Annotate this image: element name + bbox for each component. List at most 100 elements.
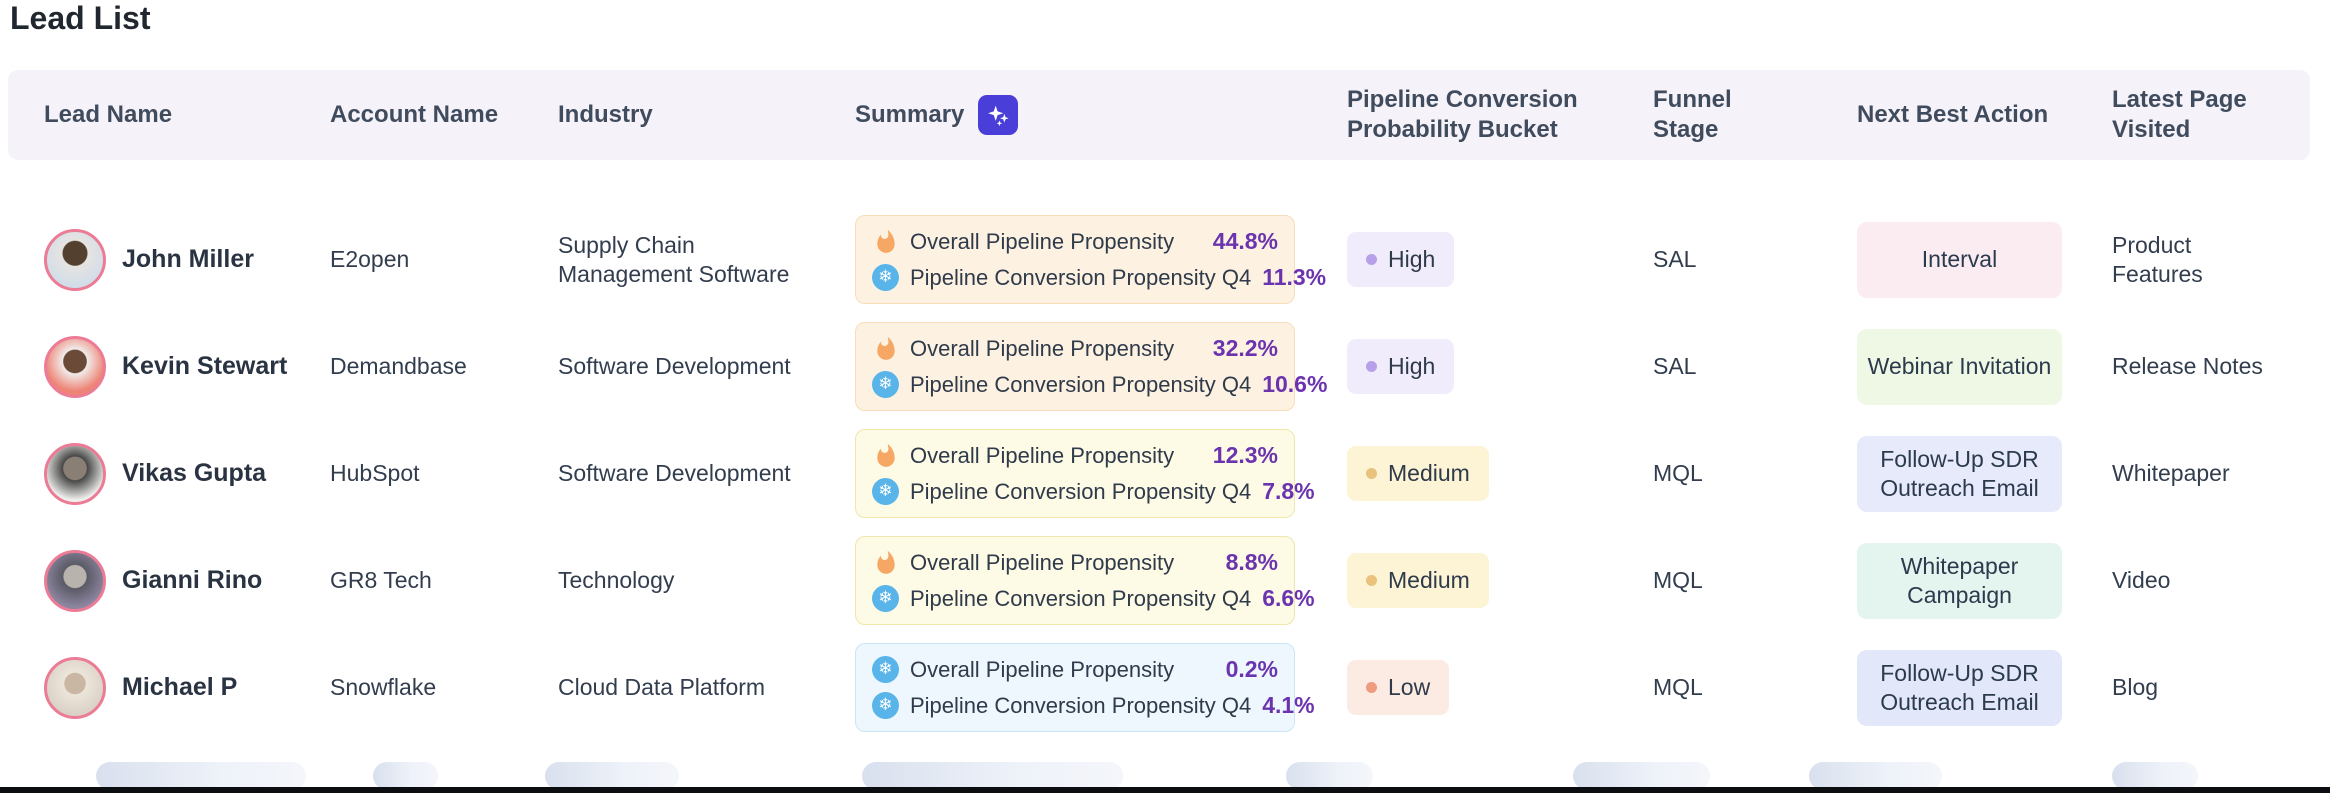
- loading-row: [0, 762, 2330, 792]
- bucket-label: High: [1388, 246, 1436, 273]
- skeleton-pill: [1809, 762, 1942, 790]
- summary-metric: Overall Pipeline Propensity 12.3%: [872, 441, 1278, 470]
- metric-label: Pipeline Conversion Propensity Q4: [910, 692, 1252, 718]
- funnel-stage: SAL: [1653, 353, 1697, 380]
- metric-label: Pipeline Conversion Propensity Q4: [910, 585, 1252, 611]
- metric-label: Pipeline Conversion Propensity Q4: [910, 264, 1252, 290]
- skeleton-pill: [545, 762, 679, 790]
- snowflake-icon: ❄: [872, 656, 899, 684]
- funnel-stage: MQL: [1653, 460, 1703, 487]
- summary-metric: Overall Pipeline Propensity 8.8%: [872, 548, 1278, 577]
- metric-value: 7.8%: [1262, 478, 1315, 504]
- table-row[interactable]: Kevin Stewart Demandbase Software Develo…: [8, 313, 2310, 420]
- column-header-account-name: Account Name: [330, 101, 499, 128]
- bucket-badge: Low: [1347, 660, 1450, 715]
- industry: Technology: [558, 567, 675, 594]
- account-name: GR8 Tech: [330, 567, 432, 594]
- funnel-stage: MQL: [1653, 567, 1703, 594]
- sparkles-icon[interactable]: [978, 95, 1019, 135]
- metric-value: 32.2%: [1212, 335, 1278, 362]
- action-cell: Webinar Invitation: [1857, 328, 2112, 405]
- skeleton-pill: [373, 762, 438, 790]
- bucket-dot-icon: [1366, 468, 1377, 479]
- lead-name-cell: Michael P: [44, 656, 330, 719]
- summary-header-label: Summary: [855, 101, 965, 128]
- bucket-dot-icon: [1366, 682, 1377, 693]
- bucket-dot-icon: [1366, 575, 1377, 586]
- flame-icon: [872, 335, 899, 362]
- industry: Software Development: [558, 460, 791, 487]
- table-row[interactable]: John Miller E2open Supply Chain Manageme…: [8, 206, 2310, 313]
- bucket-cell: High: [1347, 339, 1653, 394]
- bucket-cell: Low: [1347, 660, 1653, 715]
- summary-metric: ❄ Pipeline Conversion Propensity Q4 4.1%: [872, 691, 1315, 720]
- lead-name-cell: Kevin Stewart: [44, 335, 330, 398]
- summary-cell: Overall Pipeline Propensity 12.3% ❄ Pipelin…: [855, 429, 1347, 518]
- summary-metric: ❄ Pipeline Conversion Propensity Q4 7.8%: [872, 477, 1315, 506]
- table-row[interactable]: Vikas Gupta HubSpot Software Development…: [8, 420, 2310, 527]
- bucket-dot-icon: [1366, 254, 1377, 265]
- metric-value: 11.3%: [1262, 264, 1327, 290]
- summary-metric: ❄ Pipeline Conversion Propensity Q4 6.6%: [872, 584, 1315, 613]
- table-row[interactable]: Michael P Snowflake Cloud Data Platform …: [8, 634, 2310, 741]
- bucket-cell: High: [1347, 232, 1653, 287]
- column-header-lead-name: Lead Name: [44, 101, 173, 128]
- skeleton-pill: [1573, 762, 1710, 790]
- next-best-action-badge[interactable]: Follow-Up SDR Outreach Email: [1857, 435, 2062, 512]
- account-name: Snowflake: [330, 674, 437, 701]
- bucket-badge: High: [1347, 232, 1455, 287]
- column-header-summary: Summary: [855, 95, 1347, 135]
- metric-label: Overall Pipeline Propensity: [910, 549, 1175, 575]
- snowflake-icon: ❄: [872, 584, 899, 612]
- latest-page-visited: Product Features: [2112, 231, 2203, 287]
- snowflake-icon: ❄: [872, 370, 899, 398]
- metric-value: 8.8%: [1225, 549, 1278, 576]
- bucket-label: Medium: [1388, 460, 1470, 487]
- bucket-badge: Medium: [1347, 553, 1489, 608]
- page-title: Lead List: [10, 0, 151, 36]
- summary-cell: ❄ Overall Pipeline Propensity 0.2% ❄ Pipelin…: [855, 643, 1347, 732]
- summary-metric: Overall Pipeline Propensity 44.8%: [872, 227, 1278, 256]
- avatar: [44, 549, 106, 612]
- metric-value: 4.1%: [1262, 692, 1315, 718]
- skeleton-pill: [862, 762, 1123, 790]
- action-cell: Whitepaper Campaign: [1857, 542, 2112, 619]
- avatar: [44, 442, 106, 505]
- action-cell: Follow-Up SDR Outreach Email: [1857, 649, 2112, 726]
- flame-icon: [872, 549, 899, 576]
- next-best-action-badge[interactable]: Follow-Up SDR Outreach Email: [1857, 649, 2062, 726]
- flame-icon: [872, 228, 899, 255]
- account-name: Demandbase: [330, 353, 467, 380]
- next-best-action-badge[interactable]: Webinar Invitation: [1857, 328, 2062, 405]
- bucket-badge: Medium: [1347, 446, 1489, 501]
- next-best-action-badge[interactable]: Whitepaper Campaign: [1857, 542, 2062, 619]
- metric-label: Overall Pipeline Propensity: [910, 442, 1175, 468]
- summary-card: Overall Pipeline Propensity 32.2% ❄ Pipelin…: [855, 322, 1327, 411]
- table-row[interactable]: Gianni Rino GR8 Tech Technology Overall …: [8, 527, 2310, 634]
- lead-name-cell: John Miller: [44, 228, 330, 291]
- column-header-pipeline-bucket: Pipeline Conversion Probability Bucket: [1347, 86, 1578, 143]
- column-header-funnel-stage: Funnel Stage: [1653, 86, 1732, 143]
- bucket-badge: High: [1347, 339, 1455, 394]
- table-header-row: Lead Name Account Name Industry Summary …: [8, 70, 2310, 160]
- bucket-label: High: [1388, 353, 1436, 380]
- next-best-action-badge[interactable]: Interval: [1857, 221, 2062, 298]
- latest-page-visited: Blog: [2112, 674, 2159, 701]
- latest-page-visited: Release Notes: [2112, 353, 2263, 380]
- funnel-stage: SAL: [1653, 246, 1697, 273]
- column-header-latest-page-visited: Latest Page Visited: [2112, 86, 2247, 143]
- account-name: HubSpot: [330, 460, 420, 487]
- bucket-label: Medium: [1388, 567, 1470, 594]
- bucket-cell: Medium: [1347, 446, 1653, 501]
- lead-name: Michael P: [122, 672, 238, 701]
- lead-name-cell: Vikas Gupta: [44, 442, 330, 505]
- bucket-label: Low: [1388, 674, 1431, 701]
- summary-metric: ❄ Pipeline Conversion Propensity Q4 11.3%: [872, 263, 1326, 292]
- metric-value: 6.6%: [1262, 585, 1315, 611]
- bucket-dot-icon: [1366, 361, 1377, 372]
- bottom-edge-bar: [0, 787, 2330, 793]
- skeleton-pill: [1286, 762, 1373, 790]
- summary-cell: Overall Pipeline Propensity 32.2% ❄ Pipelin…: [855, 322, 1347, 411]
- avatar: [44, 656, 106, 719]
